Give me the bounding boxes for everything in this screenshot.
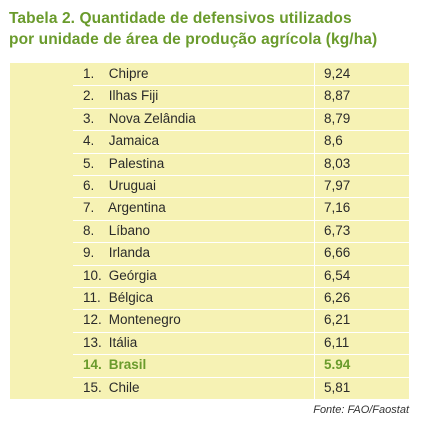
value-cell: 9,24 [324, 66, 351, 81]
table-row: 8. Líbano 6,73 [10, 220, 409, 242]
value-cell: 6,66 [324, 245, 351, 261]
column-divider [314, 63, 315, 399]
rank-number: 7. [83, 200, 95, 216]
rank-number: 4. [83, 133, 95, 149]
value-cell: 5,81 [324, 379, 351, 395]
country-cell: 4. Jamaica [83, 133, 159, 148]
table-row: 1. Chipre 9,24 [10, 63, 409, 85]
table-title: Tabela 2. Quantidade de defensivos utili… [9, 8, 419, 50]
row-divider [73, 309, 409, 311]
row-divider [73, 354, 409, 356]
rank-number: 13. [83, 334, 102, 350]
country-cell: 14. Brasil [83, 357, 146, 372]
country-name: Palestina [108, 155, 165, 171]
rank-number: 3. [83, 110, 95, 126]
rank-number: 9. [83, 245, 95, 261]
value-cell: 6,73 [324, 222, 351, 238]
country-cell: 10. Geórgia [83, 268, 157, 283]
rank-number: 12. [83, 312, 102, 328]
country-cell: 7. Argentina [83, 200, 166, 215]
data-table: 1. Chipre 9,24 2. Ilhas Fiji 8,87 3. Nova Ze… [10, 63, 409, 399]
table-row: 14. Brasil 5.94 [10, 354, 409, 376]
value-cell: 7,97 [324, 178, 351, 193]
table-row: 13. Itália 6,11 [10, 332, 409, 354]
value-cell: 6,26 [324, 290, 351, 305]
value-cell: 8,6 [324, 133, 343, 149]
country-cell: 9. Irlanda [83, 245, 150, 260]
country-name: Irlanda [108, 245, 151, 261]
country-cell: 13. Itália [83, 335, 137, 350]
value-cell: 8,03 [324, 155, 351, 171]
row-divider [73, 331, 409, 333]
row-divider [73, 152, 409, 154]
country-cell: 3. Nova Zelândia [83, 111, 196, 126]
value-cell: 5.94 [324, 357, 351, 373]
row-divider [73, 264, 409, 266]
row-divider [73, 242, 409, 244]
rank-number: 14. [83, 357, 102, 373]
country-name: Geórgia [108, 267, 157, 283]
country-name: Líbano [108, 222, 151, 238]
country-name: Argentina [108, 200, 166, 216]
rank-number: 5. [83, 155, 95, 171]
country-name: Itália [108, 334, 138, 350]
table-title-line-1: Tabela 2. Quantidade de defensivos utili… [9, 10, 352, 27]
row-divider [73, 219, 409, 221]
country-name: Nova Zelândia [108, 110, 196, 126]
row-divider [73, 197, 409, 199]
table-row: 11. Bélgica 6,26 [10, 287, 409, 309]
table-row: 7. Argentina 7,16 [10, 197, 409, 219]
table-row: 10. Geórgia 6,54 [10, 265, 409, 287]
row-divider [73, 175, 409, 176]
rank-number: 1. [83, 66, 95, 81]
table-row: 5. Palestina 8,03 [10, 153, 409, 175]
rank-number: 15. [83, 379, 102, 395]
rank-number: 10. [83, 267, 102, 283]
country-name: Montenegro [108, 312, 181, 328]
table-row: 15. Chile 5,81 [10, 377, 409, 399]
table-row: 12. Montenegro 6,21 [10, 309, 409, 331]
country-name: Brasil [108, 357, 147, 373]
country-cell: 15. Chile [83, 380, 140, 395]
value-cell: 8,79 [324, 110, 351, 126]
country-name: Bélgica [108, 290, 154, 305]
row-divider [73, 287, 409, 288]
table-row: 9. Irlanda 6,66 [10, 242, 409, 264]
table-row: 6. Uruguai 7,97 [10, 175, 409, 197]
country-cell: 11. Bélgica [83, 290, 153, 305]
table-row: 4. Jamaica 8,6 [10, 130, 409, 152]
table-title-line-2: por unidade de área de produção agrícola… [9, 31, 378, 48]
country-name: Jamaica [108, 133, 160, 149]
row-divider [73, 376, 409, 378]
country-name: Ilhas Fiji [108, 88, 159, 104]
country-cell: 12. Montenegro [83, 312, 181, 327]
rank-number: 2. [83, 88, 95, 104]
row-divider [73, 130, 409, 132]
value-cell: 8,87 [324, 88, 351, 104]
value-cell: 6,21 [324, 312, 351, 328]
country-name: Chipre [108, 66, 149, 81]
country-cell: 1. Chipre [83, 66, 149, 81]
source-note: Fonte: FAO/Faostat [313, 404, 409, 416]
row-divider [73, 85, 409, 87]
country-cell: 8. Líbano [83, 223, 150, 238]
rank-number: 8. [83, 222, 95, 238]
rank-number: 6. [83, 178, 95, 193]
country-cell: 2. Ilhas Fiji [83, 88, 158, 103]
value-cell: 6,54 [324, 267, 351, 283]
table-row: 2. Ilhas Fiji 8,87 [10, 85, 409, 107]
value-cell: 7,16 [324, 200, 351, 216]
country-cell: 5. Palestina [83, 156, 164, 171]
value-cell: 6,11 [324, 334, 350, 350]
country-cell: 6. Uruguai [83, 178, 156, 193]
table-row: 3. Nova Zelândia 8,79 [10, 108, 409, 130]
row-divider [73, 107, 409, 109]
country-name: Uruguai [108, 178, 157, 193]
rank-number: 11. [83, 290, 101, 305]
country-name: Chile [108, 379, 140, 395]
